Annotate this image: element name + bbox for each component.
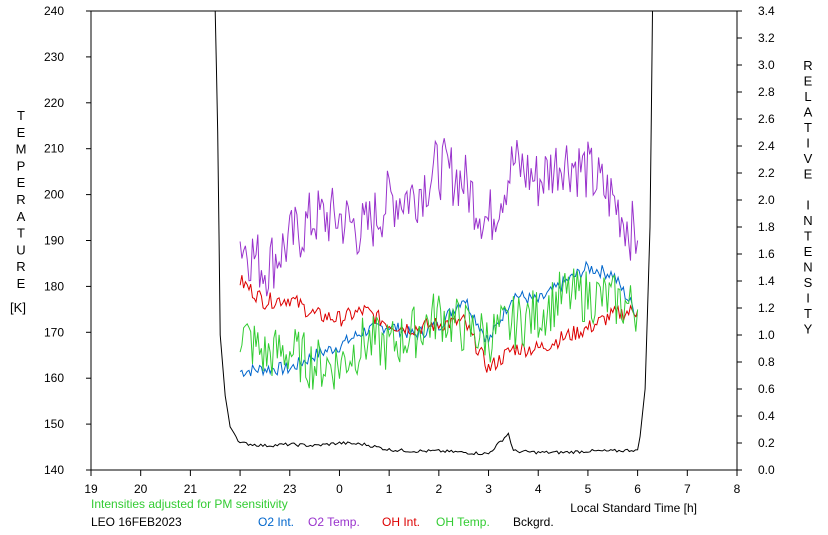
left-axis-unit: [K] xyxy=(10,300,26,315)
right-axis-letter: L xyxy=(804,89,811,104)
x-tick-label: 20 xyxy=(134,482,148,496)
legend-entry: Bckgrd. xyxy=(513,515,554,529)
x-tick-label: 19 xyxy=(84,482,98,496)
right-tick-label: 0.6 xyxy=(758,382,775,396)
x-tick-label: 3 xyxy=(485,482,492,496)
right-tick-label: 0.8 xyxy=(758,355,775,369)
right-tick-label: 2.0 xyxy=(758,193,775,207)
right-tick-label: 2.4 xyxy=(758,139,775,153)
right-tick-label: 1.2 xyxy=(758,301,775,315)
x-tick-label: 2 xyxy=(436,482,443,496)
left-tick-label: 190 xyxy=(44,234,64,248)
left-tick-label: 160 xyxy=(44,371,64,385)
x-tick-label: 22 xyxy=(233,482,247,496)
right-tick-label: 1.4 xyxy=(758,274,775,288)
x-tick-label: 23 xyxy=(283,482,297,496)
right-tick-label: 1.8 xyxy=(758,220,775,234)
series-line-oh-temp xyxy=(239,268,639,390)
right-axis-letter: E xyxy=(804,167,813,182)
right-tick-label: 0.4 xyxy=(758,409,775,423)
left-axis-letter: R xyxy=(16,259,25,274)
series-lines xyxy=(214,10,653,456)
right-axis-letter: T xyxy=(804,120,812,135)
series-line-o2-temp xyxy=(239,138,639,297)
left-axis-letter: E xyxy=(17,125,26,140)
x-axis-label: Local Standard Time [h] xyxy=(570,501,697,515)
right-axis-letter: V xyxy=(804,151,813,166)
legend-entry: O2 Int. xyxy=(258,515,294,529)
right-axis-letter: N xyxy=(803,213,812,228)
right-tick-label: 2.8 xyxy=(758,85,775,99)
right-tick-label: 0.2 xyxy=(758,436,775,450)
right-tick-label: 3.4 xyxy=(758,4,775,18)
x-axis-ticks: 19 20 21 22 23 0 1 2 3 4 5 6 7 8 xyxy=(84,470,741,496)
series-line-oh-int xyxy=(239,275,639,373)
legend-entry: OH Temp. xyxy=(436,515,490,529)
left-tick-label: 210 xyxy=(44,142,64,156)
left-tick-label: 240 xyxy=(44,4,64,18)
series-line-o2-int xyxy=(239,260,638,378)
left-axis-letter: M xyxy=(16,142,27,157)
right-axis-letter: S xyxy=(804,275,813,290)
left-axis-letter: E xyxy=(17,276,26,291)
x-tick-label: 6 xyxy=(634,482,641,496)
left-tick-label: 230 xyxy=(44,50,64,64)
right-axis-ticks: 0.0 0.2 0.4 0.6 0.8 1.0 1.2 1.4 1.6 1.8 2.0 2.2 2.4 2… xyxy=(737,4,775,477)
left-axis-letter: U xyxy=(16,242,25,257)
left-axis-letter: E xyxy=(17,175,26,190)
right-axis-letter: E xyxy=(804,74,813,89)
legend-entry: O2 Temp. xyxy=(308,515,360,529)
left-axis-letter: R xyxy=(16,192,25,207)
sensitivity-note: Intensities adjusted for PM sensitivity xyxy=(91,497,288,511)
left-axis-letter: T xyxy=(17,226,25,241)
left-axis-letter: P xyxy=(17,158,26,173)
right-tick-label: 2.2 xyxy=(758,166,775,180)
right-axis-letter: R xyxy=(803,58,812,73)
right-tick-label: 3.0 xyxy=(758,58,775,72)
right-axis-letter: I xyxy=(806,198,810,213)
station-date: LEO 16FEB2023 xyxy=(91,515,182,529)
x-tick-label: 8 xyxy=(734,482,741,496)
right-axis-letter: I xyxy=(806,291,810,306)
left-tick-label: 220 xyxy=(44,96,64,110)
left-axis-letter: T xyxy=(17,108,25,123)
series-line-bckgrd xyxy=(214,10,653,456)
right-tick-label: 2.6 xyxy=(758,112,775,126)
right-axis-letter: T xyxy=(804,306,812,321)
left-tick-label: 150 xyxy=(44,417,64,431)
x-tick-label: 5 xyxy=(585,482,592,496)
left-axis-letter: A xyxy=(17,209,26,224)
x-tick-label: 1 xyxy=(386,482,393,496)
left-tick-label: 170 xyxy=(44,325,64,339)
right-axis-letter: A xyxy=(804,105,813,120)
x-tick-label: 21 xyxy=(184,482,198,496)
left-tick-label: 140 xyxy=(44,463,64,477)
left-tick-label: 200 xyxy=(44,188,64,202)
x-tick-label: 7 xyxy=(684,482,691,496)
right-axis-letter: E xyxy=(804,244,813,259)
legend-entry: OH Int. xyxy=(382,515,420,529)
right-tick-label: 1.0 xyxy=(758,328,775,342)
right-tick-label: 0.0 xyxy=(758,463,775,477)
left-axis-ticks: 140 150 160 170 180 190 200 210 220 230 240 xyxy=(44,4,91,477)
right-axis-letter: T xyxy=(804,229,812,244)
left-tick-label: 180 xyxy=(44,279,64,293)
right-tick-label: 1.6 xyxy=(758,247,775,261)
x-tick-label: 0 xyxy=(336,482,343,496)
right-axis-letter: N xyxy=(803,260,812,275)
right-tick-label: 3.2 xyxy=(758,31,775,45)
legend: O2 Int. O2 Temp. OH Int. OH Temp. Bckgrd. xyxy=(258,515,554,529)
right-axis-letter: I xyxy=(806,136,810,151)
x-tick-label: 4 xyxy=(535,482,542,496)
plot-axes xyxy=(90,10,738,471)
right-axis-letter: Y xyxy=(804,322,813,337)
